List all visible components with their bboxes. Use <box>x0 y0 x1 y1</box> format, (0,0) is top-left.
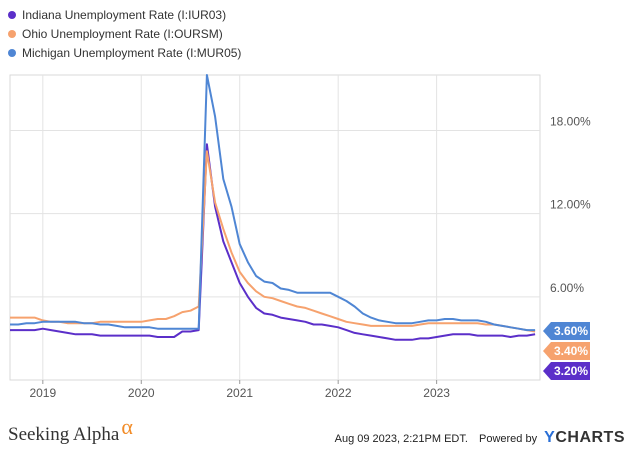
end-value-label: 3.40% <box>554 344 588 358</box>
x-tick-label: 2022 <box>325 386 352 400</box>
y-tick-label: 18.00% <box>550 114 591 128</box>
ycharts-y: Y <box>544 429 556 446</box>
badge-shape <box>543 342 590 360</box>
y-tick-label: 6.00% <box>550 281 584 295</box>
legend-marker <box>8 11 16 19</box>
footer: Seeking Alphaα Aug 09 2023, 2:21PM EDT. … <box>0 412 635 450</box>
footer-credit: Aug 09 2023, 2:21PM EDT. Powered by YCHA… <box>335 429 625 447</box>
axes: 6.00% 12.00% 18.00% 2019 2020 2021 2022 2023 <box>29 114 591 400</box>
end-label-badge: 3.60% <box>543 322 590 340</box>
x-tick-label: 2021 <box>226 386 253 400</box>
legend-marker <box>8 49 16 57</box>
y-tick-label: 12.00% <box>550 198 591 212</box>
series-line-1 <box>10 143 536 341</box>
seeking-alpha-logo: Seeking Alphaα <box>8 414 133 446</box>
end-value-label: 3.20% <box>554 364 588 378</box>
series-lines <box>10 74 536 341</box>
legend: Indiana Unemployment Rate (I:IUR03) Ohio … <box>8 8 241 60</box>
legend-entry: Michigan Unemployment Rate (I:MUR05) <box>22 46 241 60</box>
alpha-symbol: α <box>121 414 133 439</box>
x-tick-label: 2020 <box>128 386 155 400</box>
legend-entry: Indiana Unemployment Rate (I:IUR03) <box>22 8 226 22</box>
series-line-3 <box>10 74 536 332</box>
plot-frame <box>9 74 541 381</box>
x-tick-label: 2023 <box>423 386 450 400</box>
end-value-badges: 3.60% 3.40% 3.20% <box>543 322 590 380</box>
ycharts-logo: YCHARTS <box>544 429 625 446</box>
end-label-badge: 3.20% <box>543 362 590 380</box>
brand-name: Seeking Alpha <box>8 424 120 445</box>
series-line-2 <box>10 150 536 333</box>
end-value-label: 3.60% <box>554 324 588 338</box>
timestamp: Aug 09 2023, 2:21PM EDT. <box>334 433 468 445</box>
legend-entry: Ohio Unemployment Rate (I:OURSM) <box>22 27 223 41</box>
badge-shape <box>543 362 590 380</box>
x-tick-label: 2019 <box>29 386 56 400</box>
legend-marker <box>8 30 16 38</box>
ycharts-text: CHARTS <box>555 429 625 446</box>
end-label-badge: 3.40% <box>543 342 590 360</box>
powered-by-label: Powered by <box>479 433 538 445</box>
badge-shape <box>543 322 590 340</box>
